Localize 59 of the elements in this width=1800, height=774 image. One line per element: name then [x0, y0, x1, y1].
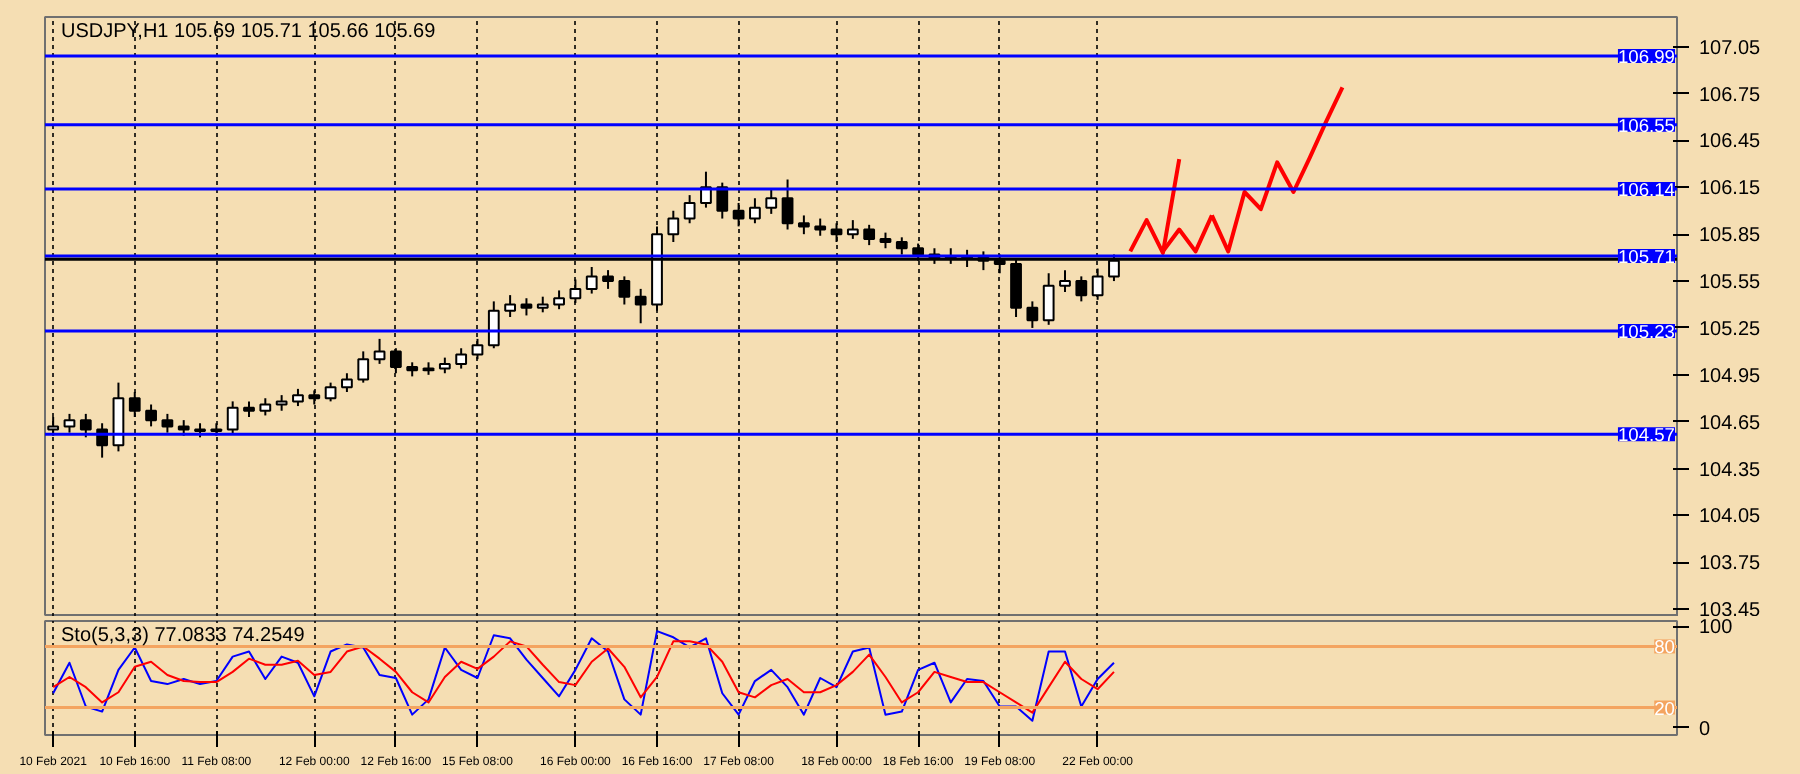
y-tick-label: 0	[1699, 718, 1711, 741]
candlestick	[846, 219, 859, 240]
candlestick	[1026, 300, 1039, 329]
candlestick	[373, 337, 386, 365]
candlestick	[667, 209, 680, 243]
y-tick-label: 104.95	[1699, 365, 1762, 388]
y-tick-label: 103.75	[1699, 553, 1762, 576]
candlestick	[716, 181, 729, 220]
candlestick	[1075, 275, 1088, 303]
candlestick	[487, 300, 500, 350]
candlestick	[357, 350, 370, 384]
y-tick-label: 106.75	[1699, 84, 1762, 107]
y-tick-label: 105.55	[1699, 272, 1762, 295]
y-tick-label: 104.35	[1699, 459, 1762, 482]
candlestick	[781, 178, 794, 231]
ref-line-label: 106.55	[1617, 115, 1675, 136]
candlestick	[1042, 272, 1055, 326]
y-tick-label: 105.85	[1699, 225, 1762, 248]
candlestick	[602, 269, 614, 290]
candlestick	[471, 337, 484, 361]
ref-line-label: 20	[1654, 698, 1676, 719]
candlestick	[797, 214, 810, 236]
candlestick	[226, 400, 239, 436]
candlestick	[634, 287, 647, 325]
candlestick	[161, 412, 174, 434]
candlestick	[341, 372, 353, 393]
candlestick	[324, 381, 337, 403]
ref-line-label: 105.23	[1617, 322, 1675, 343]
candlestick	[569, 278, 582, 304]
y-tick-label: 106.15	[1699, 178, 1762, 201]
y-tick-label: 107.05	[1699, 37, 1762, 60]
candlestick	[145, 403, 157, 428]
y-tick-label: 106.45	[1699, 131, 1762, 154]
candlestick	[128, 391, 141, 418]
y-tick-label: 100	[1699, 617, 1734, 640]
candlestick	[749, 197, 761, 225]
chart-title: Sto(5,3,3) 77.0833 74.2549	[61, 625, 306, 647]
candlestick	[765, 187, 778, 215]
ref-line-label: 106.14	[1617, 179, 1675, 200]
ref-line-label: 105.71	[1617, 247, 1675, 268]
candlestick	[504, 294, 517, 318]
y-tick-label: 104.05	[1699, 506, 1762, 529]
ref-line-label: 104.57	[1617, 425, 1675, 446]
candlestick	[683, 194, 696, 225]
candlestick	[79, 412, 92, 439]
ref-line-label: 80	[1654, 637, 1676, 658]
candlestick	[1059, 269, 1071, 293]
candlestick	[732, 201, 745, 228]
ref-line-label: 106.99	[1617, 47, 1675, 68]
y-tick-label: 104.65	[1699, 412, 1762, 435]
candlestick	[585, 266, 598, 295]
candlestick	[863, 223, 876, 247]
candlestick	[455, 347, 468, 370]
candlestick	[63, 412, 76, 434]
candlestick	[553, 289, 565, 311]
y-tick-label: 105.25	[1699, 318, 1762, 341]
candlestick	[618, 275, 631, 306]
candlestick	[389, 347, 402, 375]
chart-title: USDJPY,H1 105.69 105.71 105.66 105.69	[61, 21, 437, 43]
